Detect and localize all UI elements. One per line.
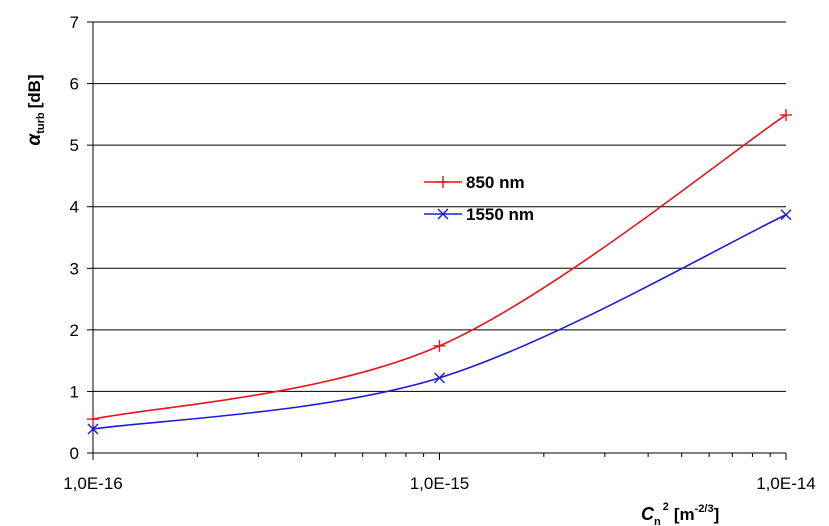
x-tick-label-0: 1,0E-16 [63, 474, 123, 493]
legend-marker-1550 [437, 208, 449, 220]
x-tick-labels: 1,0E-16 1,0E-15 1,0E-14 [63, 474, 816, 493]
y-tick-label-1: 1 [70, 382, 79, 401]
y-tick-label-0: 0 [70, 444, 79, 463]
y-tick-label-4: 4 [70, 198, 79, 217]
y-tick-label-3: 3 [70, 259, 79, 278]
data-point-1-1 [434, 372, 445, 384]
data-point-1-0 [87, 423, 99, 435]
x-axis-title: Cn2 [m-2/3] [641, 501, 719, 526]
data-point-0-2 [780, 108, 792, 121]
series-layer [87, 108, 792, 435]
legend-marker-850 [437, 176, 449, 188]
legend-item-1550: 1550 nm [424, 205, 534, 224]
y-axis-title: αturb[dB] [24, 74, 47, 145]
legend-item-850: 850 nm [424, 173, 525, 192]
y-tick-label-5: 5 [70, 136, 79, 155]
x-tick-label-2: 1,0E-14 [756, 474, 816, 493]
data-point-0-0 [87, 413, 99, 426]
series-line-1 [92, 213, 787, 430]
legend: 850 nm 1550 nm [424, 173, 534, 224]
y-tick-label-6: 6 [70, 75, 79, 94]
gridlines [93, 21, 786, 392]
y-tick-label-2: 2 [70, 321, 79, 340]
data-point-1-2 [780, 209, 792, 221]
y-tick-labels: 0 1 2 3 4 5 6 7 [70, 13, 79, 463]
series-line-0 [92, 114, 787, 420]
data-point-0-1 [433, 339, 446, 352]
x-tick-label-1: 1,0E-15 [410, 474, 470, 493]
legend-label-1550: 1550 nm [466, 205, 534, 224]
legend-label-850: 850 nm [466, 173, 525, 192]
axes [87, 21, 787, 460]
y-tick-label-7: 7 [70, 13, 79, 32]
